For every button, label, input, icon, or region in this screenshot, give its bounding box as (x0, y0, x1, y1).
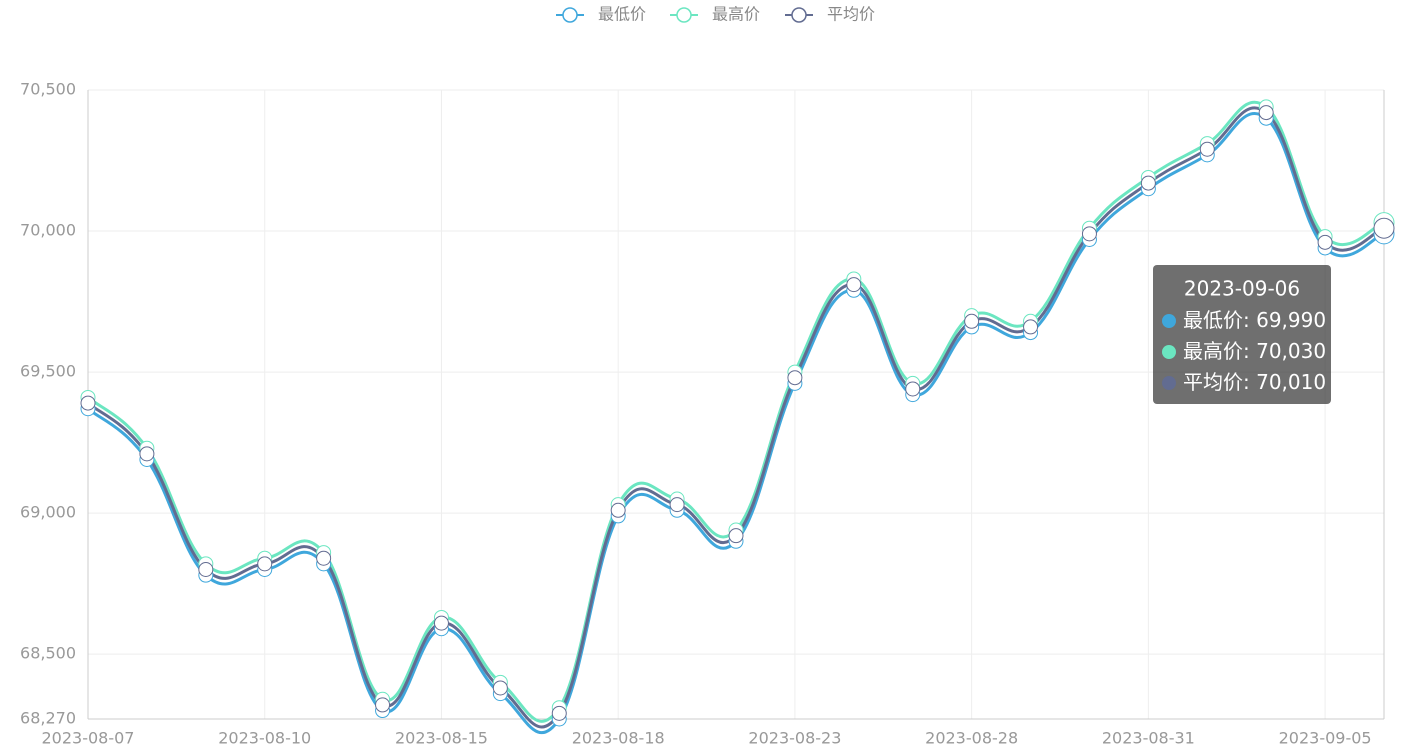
data-point (492, 680, 508, 696)
y-tick-label: 68,270 (20, 709, 76, 728)
data-point (905, 381, 921, 397)
data-point (1140, 175, 1156, 191)
legend-icon (562, 7, 578, 23)
legend-icon (791, 7, 807, 23)
data-point (1199, 141, 1215, 157)
data-point (1317, 234, 1333, 250)
x-tick-label: 2023-08-10 (218, 729, 311, 748)
data-point (316, 550, 332, 566)
data-point (1373, 217, 1395, 239)
tooltip-name: 平均价 (1183, 370, 1243, 394)
data-point (610, 502, 626, 518)
tooltip-dot (1162, 345, 1176, 359)
x-tick-label: 2023-08-23 (748, 729, 841, 748)
data-point (669, 497, 685, 513)
series-line (87, 100, 1385, 723)
x-tick-label: 2023-08-31 (1102, 729, 1195, 748)
data-point (964, 313, 980, 329)
x-tick-label: 2023-08-18 (572, 729, 665, 748)
x-tick-label: 2023-09-05 (1279, 729, 1372, 748)
tooltip-value: 70,030 (1256, 339, 1326, 363)
y-tick-label: 68,500 (20, 644, 76, 663)
legend-icon (676, 7, 692, 23)
tooltip-sep: : (1243, 339, 1256, 363)
tooltip-dot (1162, 376, 1176, 390)
tooltip-title: 2023-09-06 (1184, 277, 1300, 301)
legend-label: 最低价 (598, 5, 646, 24)
tooltip-dot (1162, 314, 1176, 328)
tooltip-entry: 平均价: 70,010 (1183, 370, 1326, 394)
x-tick-label: 2023-08-28 (925, 729, 1018, 748)
data-point (787, 370, 803, 386)
legend-label: 最高价 (712, 5, 760, 24)
series-line (87, 106, 1385, 729)
y-tick-label: 69,500 (20, 362, 76, 381)
tooltip-value: 70,010 (1256, 370, 1326, 394)
data-point (1023, 319, 1039, 335)
tooltip-box (1153, 265, 1331, 404)
data-point (375, 697, 391, 713)
tooltip-entry: 最高价: 70,030 (1183, 339, 1326, 363)
tooltip-sep: : (1243, 308, 1256, 332)
data-point (1258, 105, 1274, 121)
y-tick-label: 70,000 (20, 221, 76, 240)
data-point (846, 277, 862, 293)
tooltip: 2023-09-06 最低价: 69,990 最高价: 70,030 平均价: 70,… (1153, 265, 1331, 404)
data-point (551, 705, 567, 721)
data-point (139, 446, 155, 462)
x-tick-label: 2023-08-07 (42, 729, 135, 748)
x-tick-label: 2023-08-15 (395, 729, 488, 748)
data-point (728, 528, 744, 544)
tooltip-name: 最高价 (1183, 339, 1243, 363)
series-line (87, 111, 1385, 735)
data-point (257, 556, 273, 572)
tooltip-sep: : (1243, 370, 1256, 394)
tooltip-name: 最低价 (1183, 308, 1243, 332)
y-tick-label: 70,500 (20, 80, 76, 99)
tooltip-entry: 最低价: 69,990 (1183, 308, 1326, 332)
data-point (433, 615, 449, 631)
tooltip-value: 69,990 (1256, 308, 1326, 332)
data-point (1081, 226, 1097, 242)
y-tick-label: 69,000 (20, 503, 76, 522)
data-point (198, 562, 214, 578)
data-point (80, 395, 96, 411)
legend-label: 平均价 (827, 5, 875, 24)
